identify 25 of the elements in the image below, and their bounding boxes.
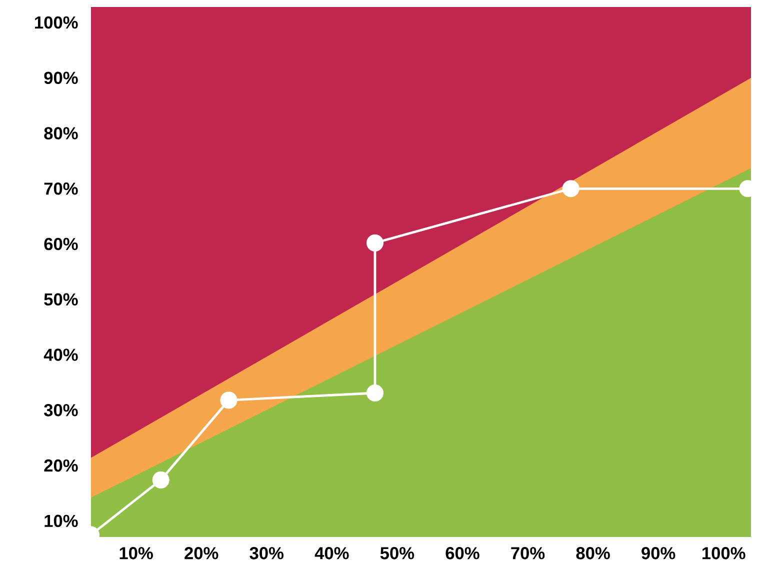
x-tick-label: 80%: [576, 547, 610, 560]
y-tick-label: 90%: [44, 72, 78, 84]
point: [220, 392, 238, 409]
x-tick-label: 20%: [184, 547, 218, 560]
y-tick-label: 100%: [35, 16, 78, 29]
y-tick-label: 80%: [44, 127, 78, 140]
y-tick-label: 40%: [44, 348, 78, 361]
x-tick-label: 90%: [642, 547, 676, 560]
y-tick-label: 20%: [44, 459, 78, 472]
x-tick-label: 70%: [511, 547, 545, 560]
x-tick-label: 60%: [446, 547, 480, 560]
y-tick-label: 60%: [44, 238, 78, 250]
y-tick-label: 70%: [44, 182, 78, 195]
x-tick-label: 30%: [250, 547, 284, 560]
x-tick-label: 10%: [120, 547, 153, 560]
x-tick-label: 50%: [380, 547, 414, 560]
y-tick-label: 10%: [44, 514, 78, 528]
point: [366, 234, 384, 252]
y-tick-label: 50%: [44, 293, 78, 306]
point: [366, 384, 384, 402]
y-tick-label: 30%: [44, 404, 78, 416]
point: [562, 180, 580, 198]
point: [152, 471, 170, 488]
x-tick-label: 40%: [314, 547, 349, 560]
x-tick-label: 100%: [702, 547, 746, 560]
